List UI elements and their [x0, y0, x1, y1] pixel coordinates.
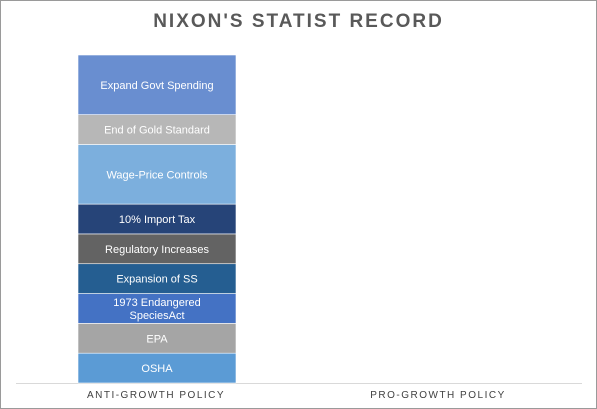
bar-segment-0: [77, 352, 237, 384]
category-label-pro-growth: PRO-GROWTH POLICY: [370, 390, 506, 401]
bar-segment-label-8: Expand Govt Spending: [100, 80, 213, 92]
bar-segment-2: [77, 293, 237, 324]
bar-segment-label-4: Regulatory Increases: [105, 244, 209, 256]
bar-segment-label-5: 10% Import Tax: [119, 214, 196, 226]
bar-segment-label-2: 1973 Endangered SpeciesAct: [113, 297, 200, 322]
bar-segment-3: [77, 263, 237, 294]
bar-segment-label-1: EPA: [146, 333, 168, 345]
bar-segment-label-0: OSHA: [141, 363, 173, 375]
category-label-anti-growth: ANTI-GROWTH POLICY: [86, 390, 226, 401]
bar-segment-1: [77, 323, 237, 354]
bar-segment-4: [77, 233, 237, 265]
bar-segment-8: [77, 54, 237, 115]
bar-segment-label-6: Wage-Price Controls: [106, 169, 208, 181]
bar-segment-label-3: Expansion of SS: [116, 274, 197, 286]
bar-segment-7: [77, 114, 237, 145]
bar-segment-label-7: End of Gold Standard: [104, 125, 210, 137]
bar-segment-5: [77, 203, 237, 235]
chart-title: NIXON'S STATIST RECORD: [153, 11, 444, 32]
bar-segment-6: [77, 144, 237, 205]
